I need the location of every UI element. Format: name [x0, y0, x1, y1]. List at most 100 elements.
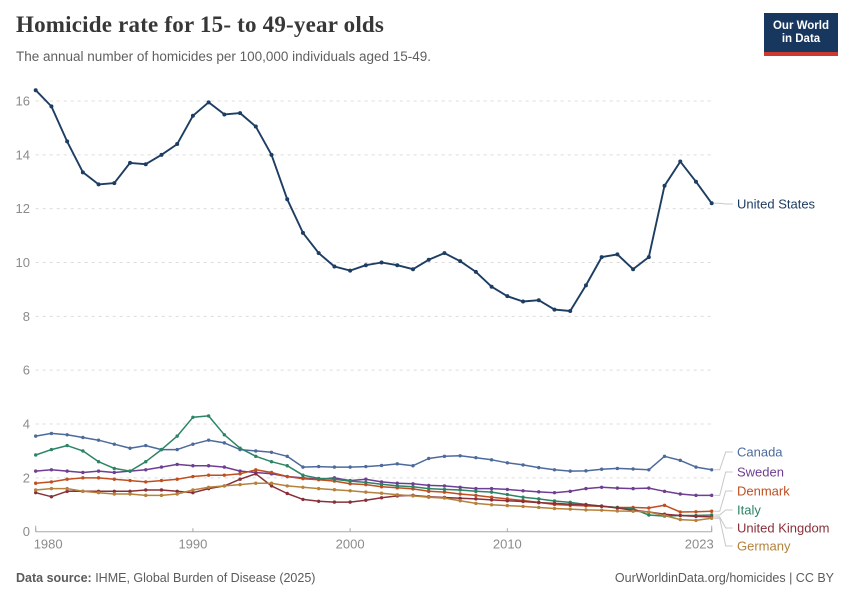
point-canada-2009[interactable]: [489, 458, 494, 462]
point-germany-2012[interactable]: [537, 505, 541, 510]
point-united-states-1991[interactable]: [206, 100, 211, 105]
point-italy-2010[interactable]: [505, 492, 510, 497]
point-germany-1996[interactable]: [285, 484, 289, 488]
point-italy-1990[interactable]: [191, 415, 195, 419]
point-germany-2010[interactable]: [505, 503, 510, 508]
point-united-kingdom-2011[interactable]: [521, 499, 525, 504]
point-italy-1984[interactable]: [96, 460, 101, 464]
point-canada-2002[interactable]: [379, 463, 384, 468]
point-italy-2002[interactable]: [379, 482, 384, 487]
point-germany-1983[interactable]: [81, 489, 85, 494]
point-united-states-1989[interactable]: [175, 142, 180, 147]
point-denmark-1984[interactable]: [96, 476, 101, 480]
point-italy-1987[interactable]: [144, 460, 148, 464]
point-sweden-1992[interactable]: [222, 465, 227, 469]
point-italy-2007[interactable]: [458, 488, 462, 492]
point-united-kingdom-2013[interactable]: [552, 501, 557, 506]
point-united-states-2022[interactable]: [693, 179, 698, 184]
point-united-states-2013[interactable]: [552, 307, 557, 312]
point-canada-1983[interactable]: [81, 435, 85, 440]
series-label-canada[interactable]: Canada: [737, 444, 783, 460]
point-sweden-2020[interactable]: [662, 489, 667, 494]
point-united-states-2008[interactable]: [473, 269, 478, 274]
point-denmark-2002[interactable]: [379, 485, 384, 489]
point-sweden-2005[interactable]: [427, 483, 431, 488]
point-united-states-1993[interactable]: [238, 111, 243, 116]
point-germany-2001[interactable]: [364, 490, 368, 494]
point-denmark-1996[interactable]: [285, 474, 289, 479]
point-united-states-2016[interactable]: [599, 255, 604, 260]
point-united-states-1999[interactable]: [332, 264, 337, 269]
point-canada-1982[interactable]: [65, 433, 69, 437]
point-canada-2008[interactable]: [474, 455, 478, 460]
point-united-states-2020[interactable]: [662, 183, 667, 188]
point-united-kingdom-1995[interactable]: [269, 484, 274, 488]
point-canada-2013[interactable]: [552, 468, 557, 472]
point-italy-1982[interactable]: [65, 443, 69, 448]
point-sweden-2011[interactable]: [521, 489, 525, 493]
point-germany-2017[interactable]: [615, 509, 620, 513]
point-united-states-1996[interactable]: [285, 197, 290, 202]
point-united-states-2002[interactable]: [379, 260, 384, 265]
point-italy-1985[interactable]: [112, 466, 117, 471]
point-germany-2023[interactable]: [710, 516, 714, 520]
point-germany-1999[interactable]: [332, 488, 337, 492]
point-united-kingdom-2010[interactable]: [505, 499, 510, 503]
point-canada-2022[interactable]: [694, 465, 698, 469]
point-sweden-1981[interactable]: [49, 468, 54, 472]
point-denmark-2019[interactable]: [647, 506, 651, 510]
point-sweden-2017[interactable]: [615, 486, 620, 490]
point-united-kingdom-1985[interactable]: [112, 489, 117, 494]
point-germany-2003[interactable]: [395, 493, 399, 497]
point-united-states-2014[interactable]: [568, 308, 573, 313]
point-sweden-2015[interactable]: [584, 486, 588, 491]
point-united-kingdom-1980[interactable]: [34, 490, 38, 495]
point-canada-1985[interactable]: [112, 442, 117, 446]
series-label-italy[interactable]: Italy: [737, 502, 761, 518]
point-germany-2008[interactable]: [474, 501, 478, 506]
point-germany-2022[interactable]: [694, 518, 698, 523]
point-sweden-2014[interactable]: [568, 489, 572, 494]
point-germany-2002[interactable]: [379, 491, 384, 495]
point-germany-1992[interactable]: [222, 484, 227, 488]
point-germany-2020[interactable]: [662, 513, 667, 518]
point-united-states-1986[interactable]: [128, 160, 133, 165]
point-denmark-2005[interactable]: [427, 489, 431, 494]
point-italy-2005[interactable]: [427, 486, 431, 491]
point-united-kingdom-1997[interactable]: [301, 497, 305, 502]
point-germany-1982[interactable]: [65, 486, 69, 491]
point-sweden-1990[interactable]: [191, 464, 195, 468]
point-denmark-2008[interactable]: [474, 493, 478, 498]
point-canada-2001[interactable]: [364, 464, 368, 469]
point-canada-2018[interactable]: [631, 467, 635, 471]
point-italy-1986[interactable]: [128, 469, 132, 473]
point-denmark-1991[interactable]: [206, 473, 211, 477]
point-sweden-2021[interactable]: [678, 492, 682, 496]
point-united-kingdom-1998[interactable]: [316, 499, 321, 503]
point-united-states-2023[interactable]: [709, 201, 714, 206]
point-united-kingdom-1989[interactable]: [175, 489, 179, 494]
point-denmark-1983[interactable]: [81, 476, 85, 480]
point-sweden-1980[interactable]: [34, 469, 38, 473]
point-canada-2005[interactable]: [427, 456, 431, 461]
point-italy-1993[interactable]: [238, 446, 242, 450]
point-canada-2012[interactable]: [537, 465, 541, 470]
point-sweden-2022[interactable]: [694, 493, 698, 498]
point-germany-1991[interactable]: [206, 485, 211, 489]
point-sweden-1987[interactable]: [144, 468, 148, 472]
point-united-kingdom-1982[interactable]: [65, 489, 69, 494]
point-sweden-1982[interactable]: [65, 469, 69, 473]
point-united-states-1998[interactable]: [316, 251, 321, 256]
point-denmark-2007[interactable]: [458, 492, 462, 496]
point-united-kingdom-1988[interactable]: [159, 488, 164, 492]
point-denmark-2021[interactable]: [678, 510, 682, 514]
point-canada-1984[interactable]: [96, 438, 101, 442]
point-united-states-2011[interactable]: [521, 299, 526, 304]
point-sweden-2008[interactable]: [474, 486, 478, 491]
point-sweden-1991[interactable]: [206, 464, 211, 468]
point-canada-2015[interactable]: [584, 469, 588, 473]
point-germany-1989[interactable]: [175, 492, 179, 496]
point-canada-2014[interactable]: [568, 469, 572, 473]
point-canada-1991[interactable]: [206, 438, 211, 442]
point-united-states-1983[interactable]: [80, 170, 85, 175]
